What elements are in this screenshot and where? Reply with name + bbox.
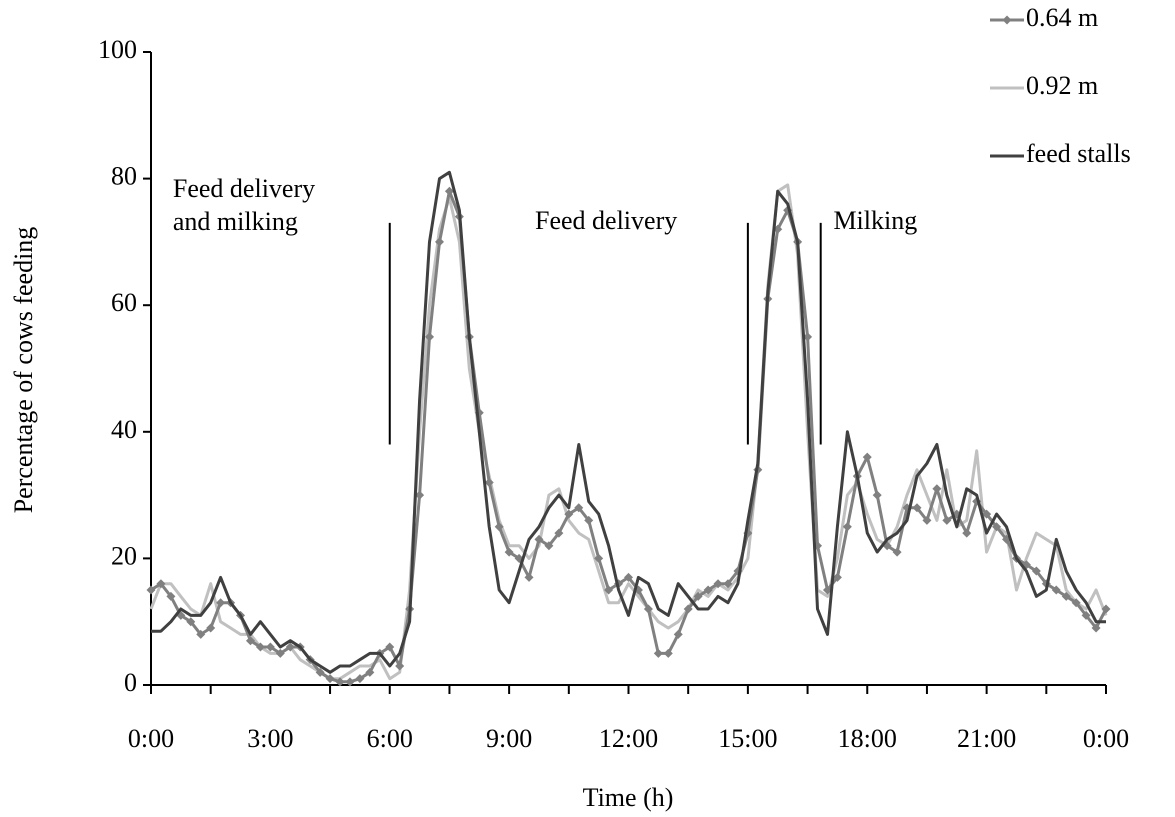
- point-marker: [1021, 560, 1031, 570]
- point-marker: [1101, 604, 1111, 614]
- y-axis-label: Percentage of cows feeding: [9, 227, 38, 514]
- point-marker: [434, 237, 444, 247]
- x-tick-label: 21:00: [957, 724, 1016, 753]
- point-marker: [345, 677, 355, 687]
- point-marker: [504, 547, 514, 557]
- point-marker: [922, 515, 932, 525]
- y-tick-label: 80: [111, 162, 137, 191]
- x-tick-label: 0:00: [1083, 724, 1129, 753]
- point-marker: [255, 642, 265, 652]
- point-marker: [574, 503, 584, 513]
- x-axis-label: Time (h): [583, 783, 674, 812]
- point-marker: [544, 541, 554, 551]
- point-marker: [166, 591, 176, 601]
- point-marker: [245, 636, 255, 646]
- point-marker: [265, 642, 275, 652]
- point-marker: [196, 629, 206, 639]
- point-marker: [643, 604, 653, 614]
- point-marker: [663, 648, 673, 658]
- point-marker: [832, 572, 842, 582]
- y-tick-label: 20: [111, 541, 137, 570]
- point-marker: [524, 572, 534, 582]
- x-tick-label: 6:00: [367, 724, 413, 753]
- point-marker: [1061, 591, 1071, 601]
- legend-label: 0.64 m: [1026, 3, 1098, 32]
- series-line: [149, 183, 1108, 681]
- point-marker: [1051, 585, 1061, 595]
- point-marker: [275, 648, 285, 658]
- point-marker: [703, 585, 713, 595]
- point-marker: [206, 623, 216, 633]
- point-marker: [425, 332, 435, 342]
- point-marker: [554, 528, 564, 538]
- point-marker: [146, 585, 156, 595]
- annotation: Feed delivery: [173, 174, 315, 203]
- point-marker: [285, 642, 295, 652]
- x-tick-label: 0:00: [128, 724, 174, 753]
- legend-label: 0.92 m: [1026, 71, 1098, 100]
- point-marker: [992, 522, 1002, 532]
- point-marker: [942, 515, 952, 525]
- point-marker: [892, 547, 902, 557]
- x-tick-label: 3:00: [247, 724, 293, 753]
- x-tick-label: 9:00: [486, 724, 532, 753]
- point-marker: [216, 598, 226, 608]
- point-marker: [395, 661, 405, 671]
- y-tick-label: 40: [111, 415, 137, 444]
- point-marker: [962, 528, 972, 538]
- series-line: [151, 170, 1106, 674]
- point-marker: [494, 522, 504, 532]
- point-marker: [484, 477, 494, 487]
- point-marker: [315, 667, 325, 677]
- point-marker: [604, 585, 614, 595]
- point-marker: [723, 579, 733, 589]
- point-marker: [842, 522, 852, 532]
- point-marker: [444, 186, 454, 196]
- annotation: Milking: [833, 206, 917, 235]
- point-marker: [932, 484, 942, 494]
- legend-label: feed stalls: [1026, 139, 1131, 168]
- point-marker: [355, 674, 365, 684]
- y-tick-label: 0: [124, 668, 137, 697]
- point-marker: [1091, 623, 1101, 633]
- point-marker: [693, 591, 703, 601]
- point-marker: [872, 490, 882, 500]
- point-marker: [415, 490, 425, 500]
- annotation: Feed delivery: [535, 206, 677, 235]
- point-marker: [803, 332, 813, 342]
- point-marker: [325, 674, 335, 684]
- point-marker: [156, 579, 166, 589]
- point-marker: [713, 579, 723, 589]
- y-tick-label: 60: [111, 288, 137, 317]
- point-marker: [564, 509, 574, 519]
- point-marker: [186, 617, 196, 627]
- series-line: [150, 189, 1108, 684]
- point-marker: [1071, 598, 1081, 608]
- point-marker: [335, 677, 345, 687]
- y-tick-label: 100: [98, 35, 137, 64]
- annotation: and milking: [173, 207, 298, 236]
- point-marker: [385, 642, 395, 652]
- point-marker: [365, 667, 375, 677]
- point-marker: [982, 509, 992, 519]
- legend-marker: [1002, 15, 1012, 25]
- point-marker: [862, 452, 872, 462]
- point-marker: [673, 629, 683, 639]
- x-tick-label: 12:00: [599, 724, 658, 753]
- x-tick-label: 15:00: [718, 724, 777, 753]
- point-marker: [822, 585, 832, 595]
- x-tick-label: 18:00: [838, 724, 897, 753]
- point-marker: [653, 648, 663, 658]
- point-marker: [594, 553, 604, 563]
- point-marker: [584, 515, 594, 525]
- point-marker: [912, 503, 922, 513]
- point-marker: [534, 534, 544, 544]
- point-marker: [683, 604, 693, 614]
- point-marker: [1081, 610, 1091, 620]
- point-marker: [624, 572, 633, 582]
- point-marker: [1031, 566, 1041, 576]
